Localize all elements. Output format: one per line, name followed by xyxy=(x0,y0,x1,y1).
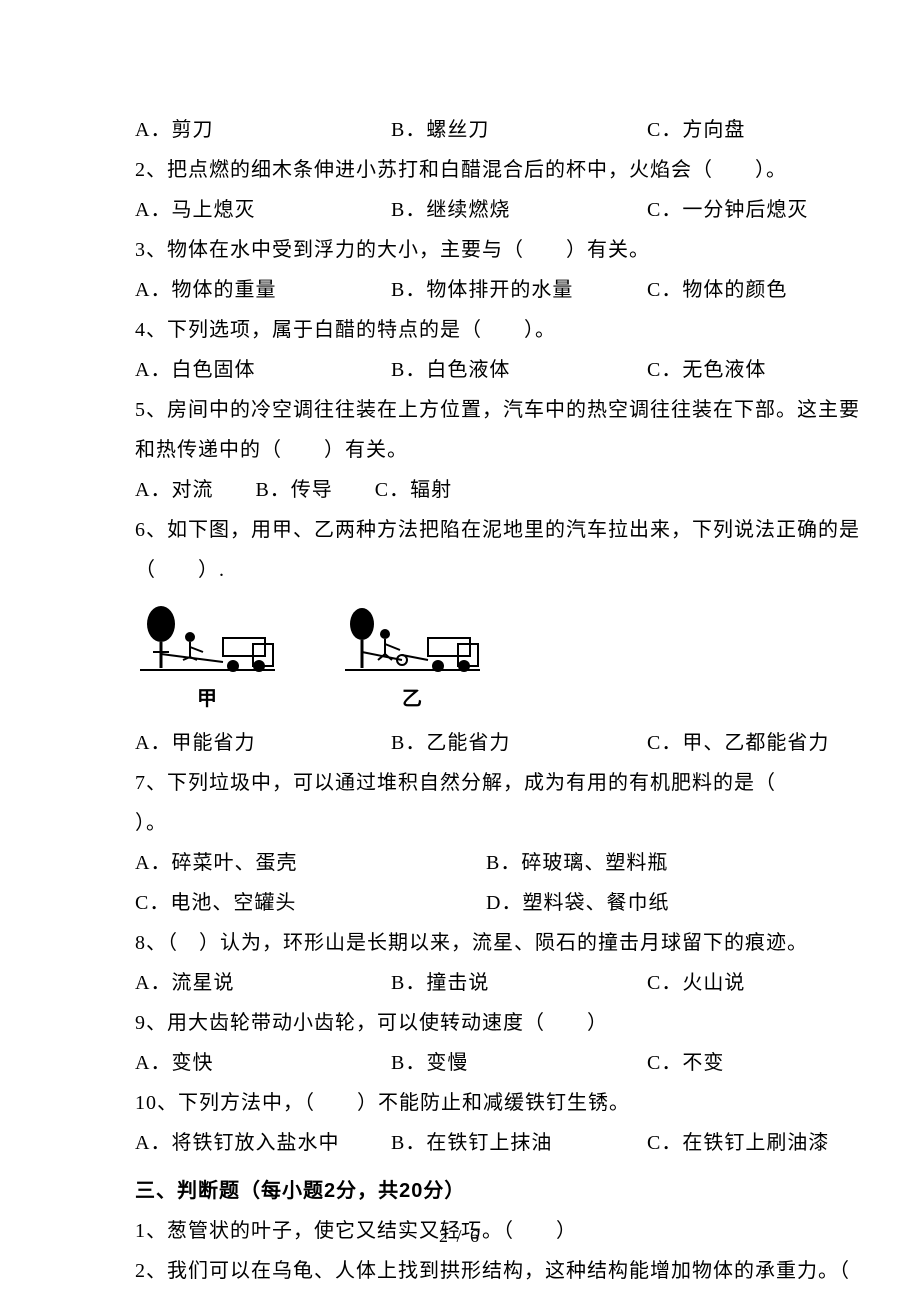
q7-l1: 7、下列垃圾中，可以通过堆积自然分解，成为有用的有机肥料的是（ xyxy=(135,763,790,803)
q8-opt-c: C．火山说 xyxy=(647,963,745,1003)
q10-stem: 10、下列方法中，（ ）不能防止和减缓铁钉生锈。 xyxy=(135,1083,790,1123)
q2-options: A．马上熄灭 B．继续燃烧 C．一分钟后熄灭 xyxy=(135,190,790,230)
q1-opt-c: C．方向盘 xyxy=(647,110,745,150)
q3-opt-b: B．物体排开的水量 xyxy=(391,270,641,310)
q8-opt-b: B．撞击说 xyxy=(391,963,641,1003)
q3-opt-a: A．物体的重量 xyxy=(135,270,385,310)
q2-opt-b: B．继续燃烧 xyxy=(391,190,641,230)
q8-opt-a: A．流星说 xyxy=(135,963,385,1003)
q6-opt-c: C．甲、乙都能省力 xyxy=(647,723,829,763)
page-content: A．剪刀 B．螺丝刀 C．方向盘 2、把点燃的细木条伸进小苏打和白醋混合后的杯中… xyxy=(135,110,790,1291)
q10-opt-b: B．在铁钉上抹油 xyxy=(391,1123,641,1163)
q5-opt-c: C．辐射 xyxy=(375,479,452,501)
q10-options: A．将铁钉放入盐水中 B．在铁钉上抹油 C．在铁钉上刷油漆 xyxy=(135,1123,790,1163)
q6-fig-a: 甲 xyxy=(135,602,280,719)
q4-opt-b: B．白色液体 xyxy=(391,350,641,390)
page-number: 2 / 6 xyxy=(0,1226,920,1247)
q4-options: A．白色固体 B．白色液体 C．无色液体 xyxy=(135,350,790,390)
q6-fig-b-label: 乙 xyxy=(402,679,423,719)
q6-opt-b: B．乙能省力 xyxy=(391,723,641,763)
q2-stem: 2、把点燃的细木条伸进小苏打和白醋混合后的杯中，火焰会（ ）。 xyxy=(135,150,790,190)
q7-opt-a: A．碎菜叶、蛋壳 xyxy=(135,843,480,883)
q6-fig-b: 乙 xyxy=(340,602,485,719)
q10-opt-a: A．将铁钉放入盐水中 xyxy=(135,1123,385,1163)
q9-opt-c: C．不变 xyxy=(647,1043,724,1083)
q7-opt-d: D．塑料袋、餐巾纸 xyxy=(486,883,669,923)
j2: 2、我们可以在乌龟、人体上找到拱形结构，这种结构能增加物体的承重力。（ xyxy=(135,1251,790,1291)
section-3-title: 三、判断题（每小题2分，共20分） xyxy=(135,1171,790,1211)
q1-opt-a: A．剪刀 xyxy=(135,110,385,150)
q8-stem: 8、（ ）认为，环形山是长期以来，流星、陨石的撞击月球留下的痕迹。 xyxy=(135,923,790,963)
q5-l2: 和热传递中的（ ）有关。 xyxy=(135,430,790,470)
q3-stem: 3、物体在水中受到浮力的大小，主要与（ ）有关。 xyxy=(135,230,790,270)
q6-opt-a: A．甲能省力 xyxy=(135,723,385,763)
q7-l2: ）。 xyxy=(135,803,790,843)
q1-options: A．剪刀 B．螺丝刀 C．方向盘 xyxy=(135,110,790,150)
q9-stem: 9、用大齿轮带动小齿轮，可以使转动速度（ ） xyxy=(135,1003,790,1043)
q6-options: A．甲能省力 B．乙能省力 C．甲、乙都能省力 xyxy=(135,723,790,763)
q9-opt-a: A．变快 xyxy=(135,1043,385,1083)
q3-opt-c: C．物体的颜色 xyxy=(647,270,787,310)
q7-opt-c: C．电池、空罐头 xyxy=(135,883,480,923)
q3-options: A．物体的重量 B．物体排开的水量 C．物体的颜色 xyxy=(135,270,790,310)
q2-opt-c: C．一分钟后熄灭 xyxy=(647,190,808,230)
q4-opt-a: A．白色固体 xyxy=(135,350,385,390)
truck-pull-icon xyxy=(340,602,485,677)
truck-pull-icon xyxy=(135,602,280,677)
q5-l1: 5、房间中的冷空调往往装在上方位置，汽车中的热空调往往装在下部。这主要 xyxy=(135,390,790,430)
q4-stem: 4、下列选项，属于白醋的特点的是（ ）。 xyxy=(135,310,790,350)
q7-options-ab: A．碎菜叶、蛋壳 B．碎玻璃、塑料瓶 xyxy=(135,843,790,883)
q2-opt-a: A．马上熄灭 xyxy=(135,190,385,230)
q8-options: A．流星说 B．撞击说 C．火山说 xyxy=(135,963,790,1003)
q1-opt-b: B．螺丝刀 xyxy=(391,110,641,150)
q7-opt-b: B．碎玻璃、塑料瓶 xyxy=(486,843,668,883)
q7-options-cd: C．电池、空罐头 D．塑料袋、餐巾纸 xyxy=(135,883,790,923)
q5-options: A．对流 B．传导 C．辐射 xyxy=(135,470,790,510)
q6-l2: （ ）. xyxy=(135,550,790,590)
q9-opt-b: B．变慢 xyxy=(391,1043,641,1083)
q6-figures: 甲 乙 xyxy=(135,602,790,719)
q6-l1: 6、如下图，用甲、乙两种方法把陷在泥地里的汽车拉出来，下列说法正确的是 xyxy=(135,510,790,550)
q5-opt-a: A．对流 xyxy=(135,479,213,501)
q5-opt-b: B．传导 xyxy=(255,479,332,501)
q6-fig-a-label: 甲 xyxy=(197,679,218,719)
q10-opt-c: C．在铁钉上刷油漆 xyxy=(647,1123,829,1163)
q4-opt-c: C．无色液体 xyxy=(647,350,766,390)
q9-options: A．变快 B．变慢 C．不变 xyxy=(135,1043,790,1083)
